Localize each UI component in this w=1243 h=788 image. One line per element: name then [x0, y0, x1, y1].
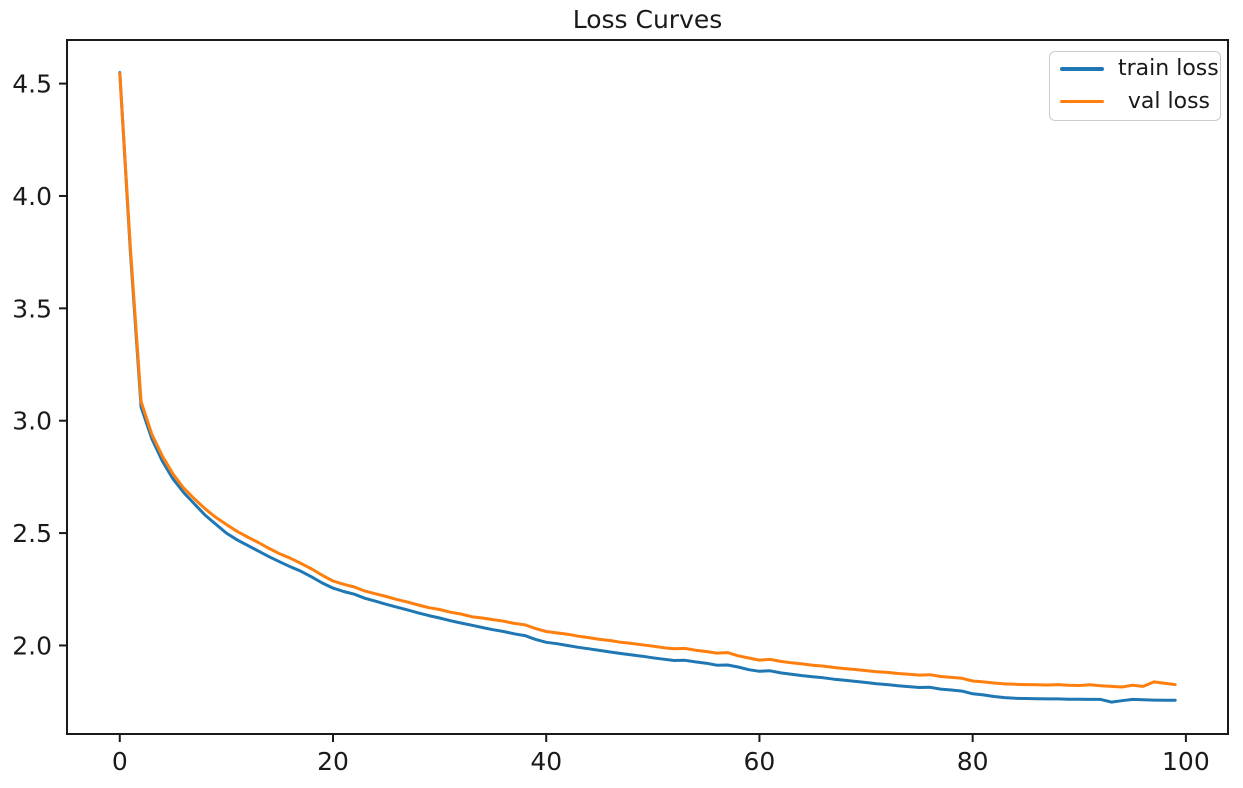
x-axis-tick-label: 60	[744, 747, 776, 776]
x-axis-tick-label: 40	[530, 747, 562, 776]
y-axis-tick-label: 2.0	[12, 631, 52, 660]
legend: train loss val loss	[1049, 51, 1221, 121]
val-loss-line	[118, 72, 1177, 689]
y-axis-tick-label: 4.0	[12, 182, 52, 211]
train-loss-line-swatch	[1060, 67, 1104, 71]
x-axis-tick-label: 80	[957, 747, 989, 776]
val-loss-line-swatch	[1060, 99, 1104, 103]
legend-label-train-loss: train loss	[1118, 56, 1219, 82]
legend-item-train-loss: train loss	[1060, 56, 1219, 82]
y-axis-tick-label: 3.0	[12, 407, 52, 436]
y-axis-tick-label: 4.5	[12, 70, 52, 99]
x-axis-tick-label: 0	[112, 747, 128, 776]
y-axis-tick-label: 3.5	[12, 294, 52, 323]
y-axis-tick-label: 2.5	[12, 519, 52, 548]
x-axis-tick-label: 20	[317, 747, 349, 776]
train-loss-line	[118, 71, 1177, 704]
legend-item-val-loss: val loss	[1060, 89, 1210, 115]
x-axis-tick-label: 100	[1162, 747, 1210, 776]
legend-label-val-loss: val loss	[1127, 88, 1210, 114]
chart-title: Loss Curves	[572, 5, 723, 34]
plot-frame	[66, 39, 1229, 735]
